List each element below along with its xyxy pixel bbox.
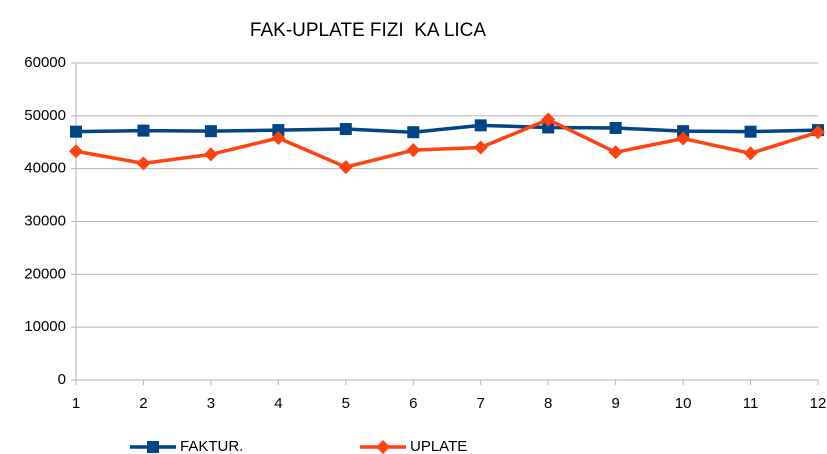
legend-marker xyxy=(376,440,390,454)
data-point xyxy=(137,124,150,137)
data-point xyxy=(743,146,758,161)
x-tick-label: 2 xyxy=(139,395,147,412)
data-point xyxy=(272,124,285,137)
x-tick-label: 6 xyxy=(409,395,417,412)
x-tick-label: 7 xyxy=(477,395,485,412)
data-point xyxy=(609,121,622,134)
data-point xyxy=(338,160,353,175)
data-point xyxy=(541,112,556,127)
data-point xyxy=(406,143,421,158)
x-tick-label: 10 xyxy=(675,395,692,412)
x-tick-label: 4 xyxy=(274,395,282,412)
data-point xyxy=(474,119,487,132)
y-tick-label: 40000 xyxy=(24,160,66,177)
legend-label: FAKTUR. xyxy=(180,438,243,454)
data-point xyxy=(676,131,691,146)
x-tick-label: 9 xyxy=(611,395,619,412)
data-point xyxy=(811,125,825,140)
legend-marker xyxy=(147,441,159,453)
y-tick-label: 30000 xyxy=(24,212,66,229)
x-tick-label: 12 xyxy=(810,395,827,412)
data-point xyxy=(204,125,217,138)
x-tick-label: 1 xyxy=(72,395,80,412)
data-point xyxy=(542,121,555,134)
data-point xyxy=(473,140,488,155)
y-tick-label: 50000 xyxy=(24,107,66,124)
y-tick-label: 60000 xyxy=(24,54,66,71)
y-tick-label: 0 xyxy=(58,371,66,388)
x-tick-label: 8 xyxy=(544,395,552,412)
data-point xyxy=(608,145,623,160)
series-line xyxy=(75,117,819,169)
x-tick-label: 5 xyxy=(342,395,350,412)
y-tick-label: 10000 xyxy=(24,318,66,335)
data-point xyxy=(407,126,420,139)
chart-title: FAK-UPLATE FIZI KA LICA xyxy=(250,20,486,41)
data-point xyxy=(69,144,83,159)
x-tick-label: 11 xyxy=(743,395,759,412)
data-point xyxy=(203,147,218,162)
y-tick-label: 20000 xyxy=(24,265,66,282)
data-point xyxy=(677,125,690,138)
x-tick-label: 3 xyxy=(207,395,215,412)
data-point xyxy=(339,123,352,136)
data-point xyxy=(70,125,82,138)
series-line xyxy=(75,123,819,134)
legend-label: UPLATE xyxy=(410,438,467,454)
data-point xyxy=(136,156,151,171)
data-point xyxy=(271,131,286,146)
data-point xyxy=(744,125,757,138)
